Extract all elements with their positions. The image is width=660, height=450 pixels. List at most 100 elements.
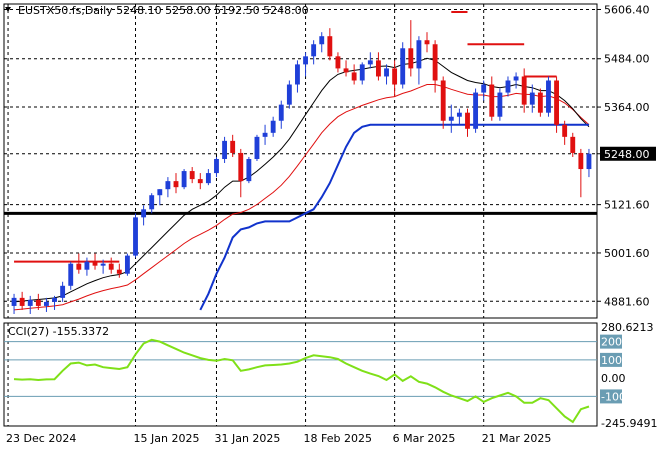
candle-body (44, 301, 49, 306)
candle-body (424, 40, 430, 45)
candle-body (214, 158, 219, 174)
candle-body (489, 84, 495, 117)
candle-body (76, 263, 82, 270)
candle-body (335, 56, 341, 69)
candle-body (108, 263, 114, 270)
candle-body (278, 104, 284, 121)
candle-body (141, 209, 147, 218)
candle-body (52, 297, 57, 302)
candle-body (400, 48, 406, 85)
candle-body (286, 84, 292, 105)
candle-body (149, 195, 155, 210)
y-tick-label: 5001.60 (604, 247, 650, 260)
candle-body (319, 36, 325, 45)
cci-pane-frame (3, 322, 598, 427)
candle-body (11, 297, 17, 306)
candle-body (270, 120, 276, 133)
cci-tick-label: 280.6213 (601, 321, 654, 334)
candle-body (456, 112, 462, 117)
candle-body (295, 64, 300, 85)
candle-body (546, 80, 551, 113)
symbol-readout: EUSTX50.fs,Daily 5248.10 5258.00 5192.50… (18, 4, 309, 17)
y-tick-label: 5484.00 (604, 53, 650, 66)
candle-body (578, 152, 584, 170)
candle-body (529, 92, 535, 105)
cci-label: CCI(27) -155.3372 (8, 325, 109, 338)
candle-body (384, 68, 389, 77)
candle-body (27, 299, 33, 306)
candle-body (124, 255, 130, 274)
ema-fast-line (13, 57, 590, 303)
candle-body (35, 299, 41, 306)
candle-body (465, 112, 470, 129)
candle-body (497, 92, 503, 117)
price-pane-frame (3, 3, 598, 319)
candle-body (408, 48, 414, 69)
candle-body (84, 261, 90, 270)
candle-body (562, 124, 568, 137)
x-tick-label: 21 Mar 2025 (482, 432, 552, 445)
candle-body (327, 36, 333, 57)
candle-body (68, 263, 74, 286)
cci-tick-label: 200 (601, 336, 622, 349)
candle-body (157, 189, 163, 196)
candle-body (116, 269, 122, 274)
candle-body (303, 56, 308, 65)
candle-body (513, 76, 519, 81)
cci-tick-label: -245.9491 (601, 417, 657, 430)
candle-body (586, 153, 592, 170)
candle-body (19, 297, 25, 306)
trail-stop-line (199, 123, 589, 311)
candle-body (100, 263, 106, 266)
candle-body (570, 136, 576, 153)
candle-body (173, 181, 179, 188)
candle-body (254, 136, 260, 159)
x-tick-label: 31 Jan 2025 (214, 432, 280, 445)
candle-body (311, 44, 317, 57)
candle-body (432, 44, 438, 81)
y-tick-label: 4881.60 (604, 295, 650, 308)
y-tick-label: 5606.40 (604, 3, 650, 16)
candle-body (60, 285, 66, 298)
candle-body (481, 84, 487, 93)
x-tick-label: 6 Mar 2025 (393, 432, 456, 445)
candle-body (205, 173, 211, 184)
candle-body (165, 181, 171, 190)
candle-body (473, 92, 479, 129)
candle-body (505, 80, 511, 93)
cci-tick-label: 100 (601, 354, 622, 367)
candle-body (359, 64, 365, 81)
candle-body (392, 68, 398, 85)
candle-body (238, 152, 244, 182)
candle-body (440, 80, 446, 121)
candle-body (92, 261, 98, 266)
current-price-label: 5248.00 (604, 148, 650, 161)
candle-body (189, 171, 195, 180)
candle-body (554, 80, 559, 125)
candle-body (537, 92, 543, 113)
candle-body (133, 217, 138, 256)
candle-body (246, 158, 252, 182)
ema-slow-line (13, 84, 590, 311)
candle-body (230, 140, 236, 153)
candle-body (181, 171, 187, 188)
candle-body (416, 40, 422, 69)
cci-tick-label: -100 (601, 390, 626, 403)
cci-level-box (600, 352, 622, 367)
candle-body (521, 76, 527, 105)
candle-body (351, 72, 357, 81)
cci-tick-label: 0.00 (601, 372, 626, 385)
candle-body (262, 132, 268, 137)
y-tick-label: 5364.00 (604, 101, 650, 114)
candle-body (448, 116, 454, 121)
current-price-box (600, 146, 656, 161)
x-tick-label: 23 Dec 2024 (6, 432, 76, 445)
y-tick-label: 5121.60 (604, 199, 650, 212)
candle-body (375, 60, 381, 77)
candle-body (222, 140, 228, 159)
dropdown-triangle-icon (5, 7, 11, 12)
x-tick-label: 15 Jan 2025 (134, 432, 200, 445)
candle-body (367, 60, 373, 65)
